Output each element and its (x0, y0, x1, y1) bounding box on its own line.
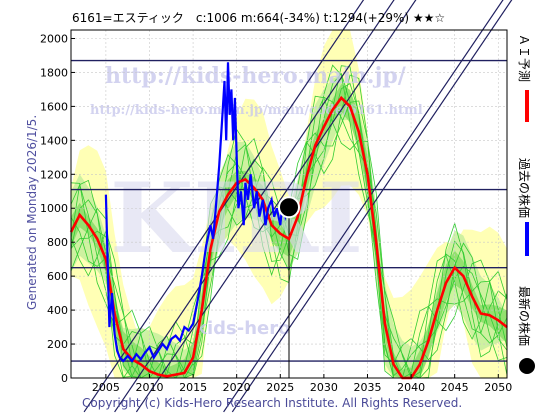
chart-title: 6161=エスティック c:1006 m:664(-34%) t:1294(+2… (72, 11, 446, 25)
y-tick-label: 1400 (40, 134, 68, 147)
y-tick-label: 0 (61, 372, 68, 385)
trend-channel-line (231, 0, 513, 413)
y-tick-label: 400 (47, 304, 68, 317)
y-tick-label: 2000 (40, 32, 68, 45)
legend-ai-label: ＡＩ予測 (517, 34, 531, 83)
copyright-footer: Copyright (c) Kids-Hero Research Institu… (82, 396, 463, 410)
x-tick-label: 2020 (223, 381, 251, 394)
y-tick-label: 1600 (40, 100, 68, 113)
y-tick-label: 1200 (40, 168, 68, 181)
x-tick-label: 2040 (397, 381, 425, 394)
y-tick-label: 600 (47, 270, 68, 283)
latest-layer (278, 196, 300, 219)
y-tick-label: 1800 (40, 66, 68, 79)
y-tick-label: 1000 (40, 202, 68, 215)
trend-channel-line (223, 0, 504, 413)
trend-channel-line (83, 0, 365, 413)
y-axis-ticks: 0 200 400 600 800 1000 1200 1400 1600 1800 2000 (40, 32, 75, 385)
legend-icons (519, 90, 535, 374)
watermark-url-small: http://kids-hero.main.jp/main/code/6161.… (90, 103, 423, 118)
x-tick-label: 2010 (135, 381, 163, 394)
legend-past-label: 過去の株価 (517, 158, 531, 219)
legend-latest-label: 最新の株価 (517, 286, 531, 347)
generated-date-label: Generated on Monday 2026/1/5. (25, 114, 39, 310)
trend-channel-line (135, 0, 417, 413)
y-tick-label: 800 (47, 236, 68, 249)
legend-latest-swatch (519, 358, 535, 374)
latest-price-marker (278, 196, 300, 219)
x-tick-label: 2025 (266, 381, 294, 394)
x-tick-label: 2045 (441, 381, 469, 394)
x-tick-label: 2035 (353, 381, 381, 394)
series-layer (69, 62, 508, 380)
x-tick-label: 2050 (484, 381, 512, 394)
x-tick-label: 2030 (310, 381, 338, 394)
past-price-line (104, 62, 291, 363)
watermark-url-large: http://kids-hero.main.jp/ (105, 63, 407, 89)
plot-frame (70, 29, 508, 379)
watermark-small: kids-hero (195, 318, 290, 339)
x-axis-ticks: 2005 2010 2015 2020 2025 2030 2035 2040 2045 2050 (92, 374, 512, 394)
x-tick-label: 2015 (179, 381, 207, 394)
x-tick-label: 2005 (92, 381, 120, 394)
y-tick-label: 200 (47, 338, 68, 351)
ai-forecast-line (69, 95, 508, 380)
